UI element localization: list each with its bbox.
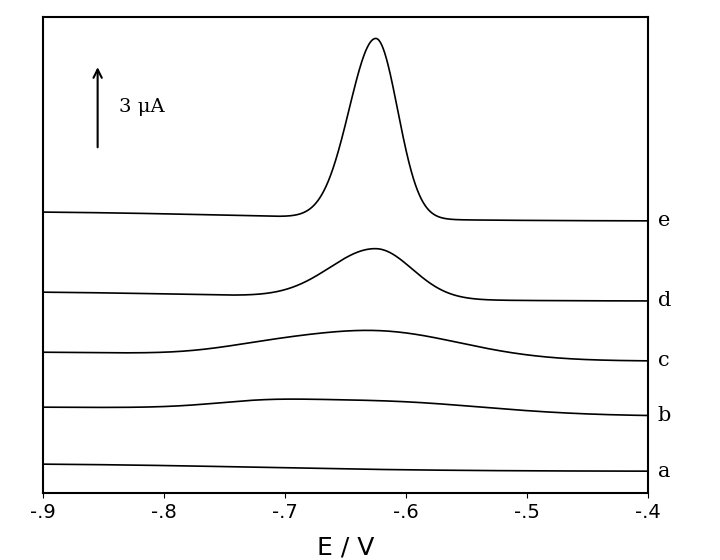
X-axis label: E / V: E / V (317, 535, 374, 559)
Text: c: c (657, 351, 670, 370)
Text: e: e (657, 211, 670, 230)
Text: d: d (657, 291, 671, 310)
Text: 3 μA: 3 μA (120, 98, 165, 116)
Text: b: b (657, 406, 671, 425)
Text: a: a (657, 461, 670, 480)
